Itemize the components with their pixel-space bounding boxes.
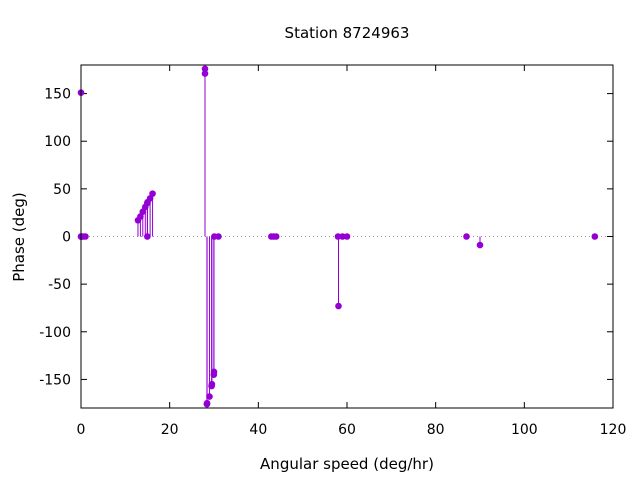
- x-axis-label: Angular speed (deg/hr): [260, 455, 434, 473]
- x-tick-label: 20: [161, 422, 179, 438]
- data-point: [201, 70, 209, 77]
- plot-frame: [80, 64, 614, 409]
- x-tick-label: 120: [600, 422, 627, 438]
- x-tick-label: 60: [338, 422, 356, 438]
- x-tick-label: 80: [427, 422, 445, 438]
- data-point: [144, 233, 151, 240]
- x-tick-label: 0: [77, 422, 86, 438]
- ticks-layer: 0 20 40 60 80 100 120 -150 -100 -50 0 50 100 150: [39, 65, 626, 438]
- y-tick-label: 50: [53, 182, 71, 198]
- data-point: [591, 233, 599, 240]
- data-point: [335, 302, 342, 310]
- data-point: [339, 233, 346, 240]
- data-point: [203, 399, 211, 407]
- data-point: [476, 241, 484, 249]
- y-tick-label: -150: [39, 372, 71, 388]
- y-tick-label: 100: [44, 134, 71, 150]
- data-point: [149, 190, 156, 197]
- points-layer: [77, 65, 599, 408]
- y-tick-label: -50: [48, 277, 71, 293]
- data-point: [272, 233, 280, 240]
- x-tick-label: 40: [249, 422, 267, 438]
- data-point: [215, 233, 222, 240]
- y-tick-label: 150: [44, 87, 71, 103]
- x-tick-label: 100: [511, 422, 538, 438]
- data-point: [463, 233, 470, 240]
- data-point: [82, 233, 89, 240]
- data-point: [210, 368, 218, 376]
- data-point: [208, 380, 216, 388]
- data-point: [201, 65, 209, 73]
- y-axis-label: Phase (deg): [10, 192, 28, 282]
- data-point: [343, 233, 351, 240]
- y-tick-label: 0: [62, 230, 71, 246]
- data-point: [206, 393, 213, 400]
- chart-title: Station 8724963: [285, 24, 410, 42]
- y-tick-label: -100: [39, 325, 71, 341]
